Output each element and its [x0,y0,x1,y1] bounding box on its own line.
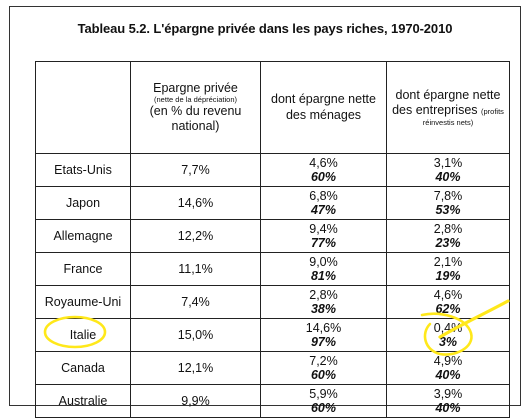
corporate-savings-share: 40% [435,368,461,382]
corporate-savings-percent: 4,6% [433,288,463,302]
household-savings-percent: 7,2% [309,354,338,368]
header-private-savings-unit-1: (en % du revenu [149,104,242,118]
household-savings-share: 60% [310,368,337,382]
corporate-savings-cell: 2,8% 23% [386,219,510,253]
household-savings-cell: 9,4% 77% [260,219,387,253]
corporate-savings-cell: 3,9% 40% [386,384,510,418]
household-savings-cell: 7,2% 60% [260,351,387,385]
corporate-savings-cell: 7,8% 53% [386,186,510,220]
header-corporate-savings: dont épargne nette des entreprises (prof… [386,61,510,154]
household-savings-share: 60% [310,401,337,415]
table-row: Royaume-Uni 7,4% 2,8% 38% 4,6% 62% [35,285,510,319]
household-savings-percent: 4,6% [309,156,338,170]
household-savings-percent: 14,6% [305,321,342,335]
corporate-savings-cell: 2,1% 19% [386,252,510,286]
country-cell: Allemagne [35,219,131,253]
corporate-savings-share: 40% [435,170,461,184]
household-savings-share: 38% [310,302,337,316]
private-savings-cell: 14,6% [130,186,261,220]
country-cell: Australie [35,384,131,418]
header-private-savings-note: (nette de la dépréciation) [154,94,237,104]
household-savings-percent: 5,9% [309,387,338,401]
country-cell: Etats-Unis [35,153,131,187]
household-savings-percent: 2,8% [309,288,338,302]
household-savings-cell: 9,0% 81% [260,252,387,286]
private-savings-cell: 11,1% [130,252,261,286]
corporate-savings-share: 23% [435,236,461,250]
table-frame: Tableau 5.2. L'épargne privée dans les p… [9,6,521,418]
household-savings-share: 77% [310,236,337,250]
table-row: Canada 12,1% 7,2% 60% 4,9% 40% [35,351,510,385]
header-corporate-note-1: (profits [481,107,504,117]
header-country [35,61,131,154]
household-savings-cell: 5,9% 60% [260,384,387,418]
corporate-savings-cell: 3,1% 40% [386,153,510,187]
household-savings-share: 60% [310,170,337,184]
header-household-line-2: des ménages [285,107,362,122]
header-row: Epargne privée (nette de la dépréciation… [35,61,510,154]
table-row: Italie 15,0% 14,6% 97% 0,4% 3% [35,318,510,352]
corporate-savings-percent: 4,9% [433,354,463,368]
corporate-savings-share: 40% [435,401,461,415]
corporate-savings-share: 19% [435,269,461,283]
header-household-line-1: dont épargne nette [271,92,376,107]
header-private-savings-title: Epargne privée [153,80,238,95]
table-body: Etats-Unis 7,7% 4,6% 60% 3,1% 40% Japon … [35,153,510,418]
table-row: Allemagne 12,2% 9,4% 77% 2,8% 23% [35,219,510,253]
corporate-savings-cell: 0,4% 3% [386,318,510,352]
household-savings-share: 81% [310,269,337,283]
corporate-savings-share: 62% [435,302,461,316]
corporate-savings-percent: 3,9% [433,387,463,401]
header-corporate-line-1: dont épargne nette [395,88,501,103]
table-row: Etats-Unis 7,7% 4,6% 60% 3,1% 40% [35,153,510,187]
country-cell: Canada [35,351,131,385]
table-title: Tableau 5.2. L'épargne privée dans les p… [77,21,453,36]
corporate-savings-percent: 7,8% [433,189,463,203]
household-savings-share: 47% [310,203,337,217]
header-household-savings: dont épargne nette des ménages [260,61,387,154]
savings-table: Epargne privée (nette de la dépréciation… [35,61,510,418]
table-row: Japon 14,6% 6,8% 47% 7,8% 53% [35,186,510,220]
private-savings-cell: 12,2% [130,219,261,253]
private-savings-cell: 12,1% [130,351,261,385]
corporate-savings-cell: 4,9% 40% [386,351,510,385]
header-private-savings-unit-2: national) [171,119,220,134]
private-savings-cell: 9,9% [130,384,261,418]
header-corporate-note-2: réinvestis nets) [422,117,474,127]
private-savings-cell: 15,0% [130,318,261,352]
household-savings-percent: 6,8% [309,189,338,203]
corporate-savings-share: 3% [438,335,458,349]
header-private-savings: Epargne privée (nette de la dépréciation… [130,61,261,154]
household-savings-cell: 2,8% 38% [260,285,387,319]
header-corporate-line-2: des entreprises (profits [387,103,509,118]
household-savings-percent: 9,0% [309,255,338,269]
private-savings-cell: 7,7% [130,153,261,187]
header-corporate-line-2-text: des entreprises [392,103,478,118]
household-savings-cell: 14,6% 97% [260,318,387,352]
corporate-savings-cell: 4,6% 62% [386,285,510,319]
corporate-savings-percent: 3,1% [433,156,463,170]
country-cell: Italie [35,318,131,352]
table-row: Australie 9,9% 5,9% 60% 3,9% 40% [35,384,510,418]
household-savings-cell: 4,6% 60% [260,153,387,187]
private-savings-cell: 7,4% [130,285,261,319]
household-savings-percent: 9,4% [309,222,338,236]
country-cell: Royaume-Uni [35,285,131,319]
household-savings-cell: 6,8% 47% [260,186,387,220]
country-cell: Japon [35,186,131,220]
corporate-savings-percent: 2,1% [433,255,463,269]
corporate-savings-percent: 2,8% [433,222,463,236]
household-savings-share: 97% [310,335,337,349]
corporate-savings-share: 53% [435,203,461,217]
corporate-savings-percent: 0,4% [433,321,463,335]
country-cell: France [35,252,131,286]
table-row: France 11,1% 9,0% 81% 2,1% 19% [35,252,510,286]
